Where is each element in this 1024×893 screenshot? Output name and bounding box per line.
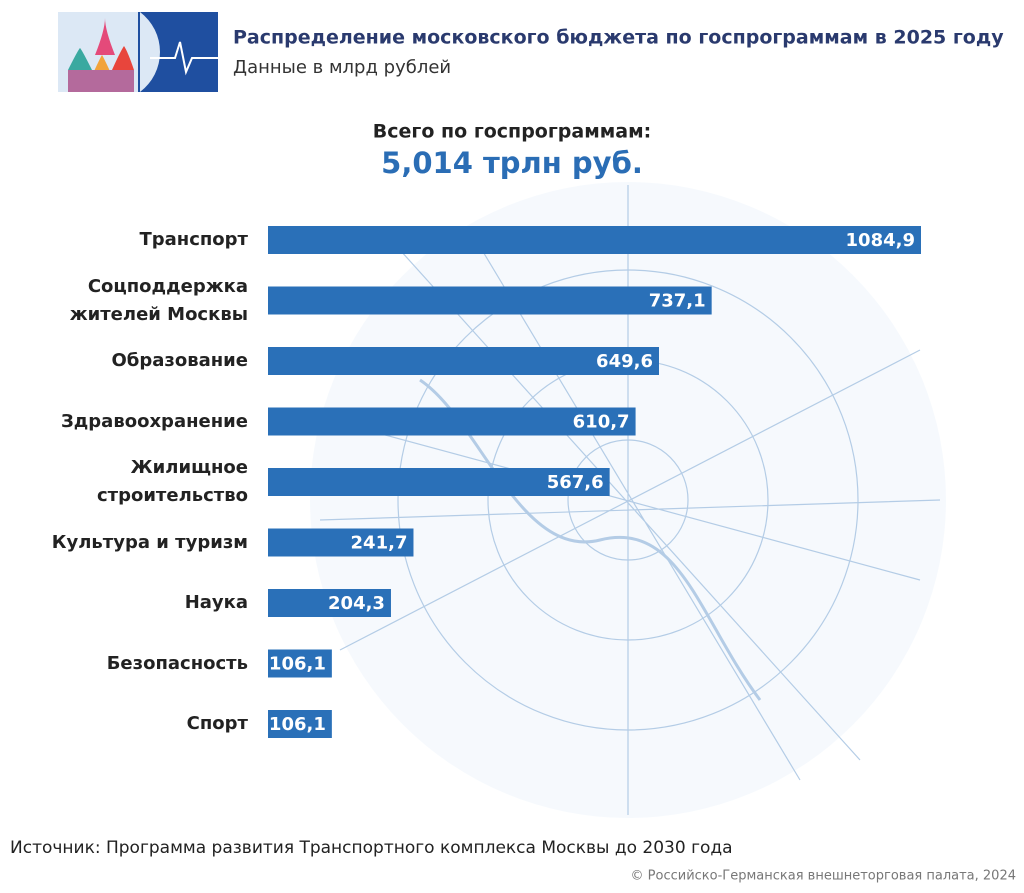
bar (268, 528, 414, 557)
category-label: Образование (111, 350, 248, 371)
bar (268, 710, 332, 738)
value-label: 1084,9 (846, 230, 915, 251)
value-label: 106,1 (269, 654, 326, 675)
bar (268, 347, 659, 375)
bar (268, 649, 332, 678)
value-label: 241,7 (351, 533, 408, 554)
bar (268, 468, 610, 496)
logo (58, 12, 218, 92)
value-label: 204,3 (328, 593, 385, 614)
category-label: Здравоохранение (60, 410, 248, 432)
value-label: 106,1 (269, 714, 326, 735)
bar (268, 407, 636, 436)
value-label: 610,7 (573, 412, 630, 433)
value-label: 567,6 (547, 472, 604, 493)
bar (268, 226, 921, 254)
chart-subtitle: Данные в млрд рублей (233, 57, 451, 78)
bar (268, 589, 391, 617)
copyright: © Российско-Германская внешнеторговая па… (631, 869, 1016, 884)
source: Источник: Программа развития Транспортно… (10, 838, 733, 858)
bar (268, 286, 712, 315)
chart-title: Распределение московского бюджета по гос… (233, 27, 1004, 49)
map-background (310, 182, 946, 818)
category-label: Соцподдержка жителей Москвы (69, 275, 248, 325)
category-label: Безопасность (106, 652, 248, 674)
category-label: Спорт (186, 713, 248, 734)
category-label: Транспорт (139, 229, 248, 250)
category-label: Жилищное строительство (96, 457, 248, 506)
value-label: 737,1 (649, 291, 706, 312)
value-label: 649,6 (596, 351, 653, 372)
category-label: Наука (184, 592, 248, 613)
category-label: Культура и туризм (51, 531, 248, 553)
total-label: Всего по госпрограммам: (373, 121, 651, 143)
total-value: 5,014 трлн руб. (381, 146, 643, 180)
